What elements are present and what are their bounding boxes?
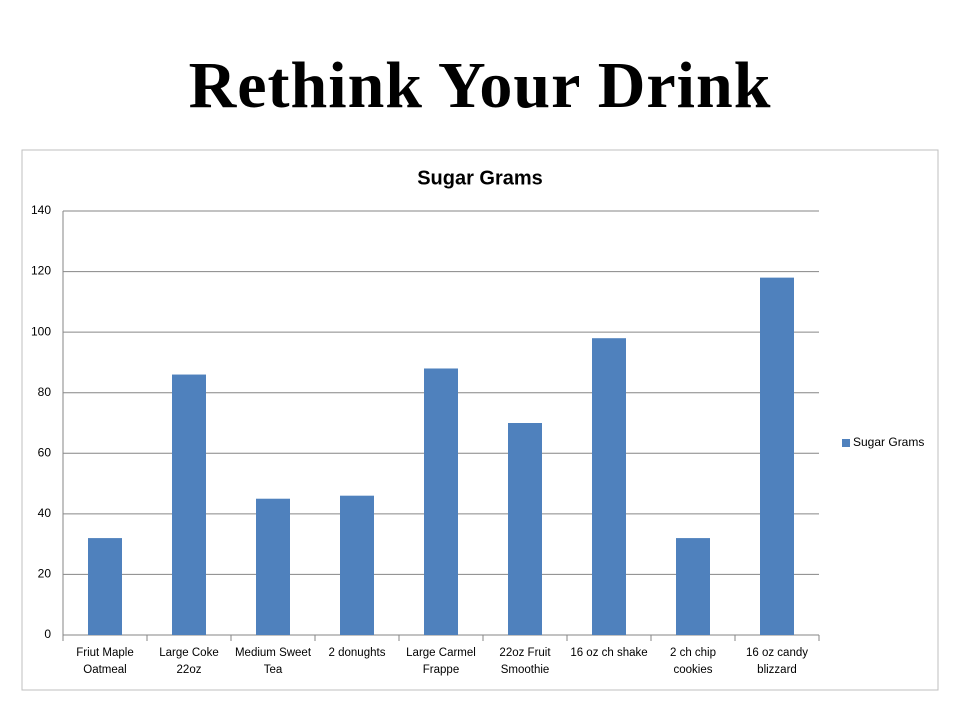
bar — [424, 368, 458, 635]
y-tick-label: 120 — [31, 264, 51, 278]
x-tick-label-box: Friut Maple Oatmeal — [76, 647, 134, 676]
x-tick-label: Friut Maple Oatmeal — [76, 647, 134, 676]
bar — [340, 495, 374, 635]
x-tick-label-box: 22oz Fruit Smoothie — [499, 647, 551, 676]
y-tick-label: 40 — [38, 506, 52, 520]
y-tick-label: 80 — [38, 385, 52, 399]
x-tick-label: Large Carmel Frappe — [406, 647, 476, 676]
legend-label: Sugar Grams — [853, 435, 924, 449]
x-tick-label-box: 16 oz ch shake — [570, 647, 648, 659]
y-tick-label: 100 — [31, 324, 51, 338]
x-tick-label-box: Large Coke 22oz — [159, 647, 219, 676]
y-tick-label: 140 — [31, 203, 51, 217]
bar — [256, 498, 290, 635]
bar — [508, 423, 542, 635]
x-tick-label-box: Medium Sweet Tea — [234, 647, 312, 676]
x-tick-label-box: 2 donughts — [328, 647, 386, 659]
chart-title: Sugar Grams — [417, 167, 543, 189]
legend-swatch — [842, 439, 850, 447]
y-tick-label: 20 — [38, 567, 52, 581]
x-tick-label: Large Coke 22oz — [159, 647, 219, 676]
x-tick-label-box: Large Carmel Frappe — [406, 647, 476, 676]
x-tick-label: 16 oz ch shake — [570, 647, 648, 659]
chart-frame — [21, 149, 939, 691]
bar — [676, 538, 710, 635]
bar — [760, 277, 794, 635]
x-tick-label-box: 16 oz candy blizzard — [745, 647, 808, 676]
x-tick-label: Medium Sweet Tea — [234, 647, 312, 676]
x-tick-label: 2 donughts — [328, 647, 386, 659]
y-tick-label: 0 — [44, 627, 51, 641]
page-title: Rethink Your Drink — [188, 49, 772, 122]
x-tick-label-box: 2 ch chip cookies — [669, 647, 717, 676]
x-tick-label: 22oz Fruit Smoothie — [499, 647, 551, 676]
bar — [88, 538, 122, 635]
x-tick-label: 16 oz candy blizzard — [745, 647, 808, 676]
x-tick-label: 2 ch chip cookies — [669, 647, 717, 676]
bar — [592, 338, 626, 635]
bar — [172, 374, 206, 635]
y-tick-label: 60 — [38, 445, 52, 459]
